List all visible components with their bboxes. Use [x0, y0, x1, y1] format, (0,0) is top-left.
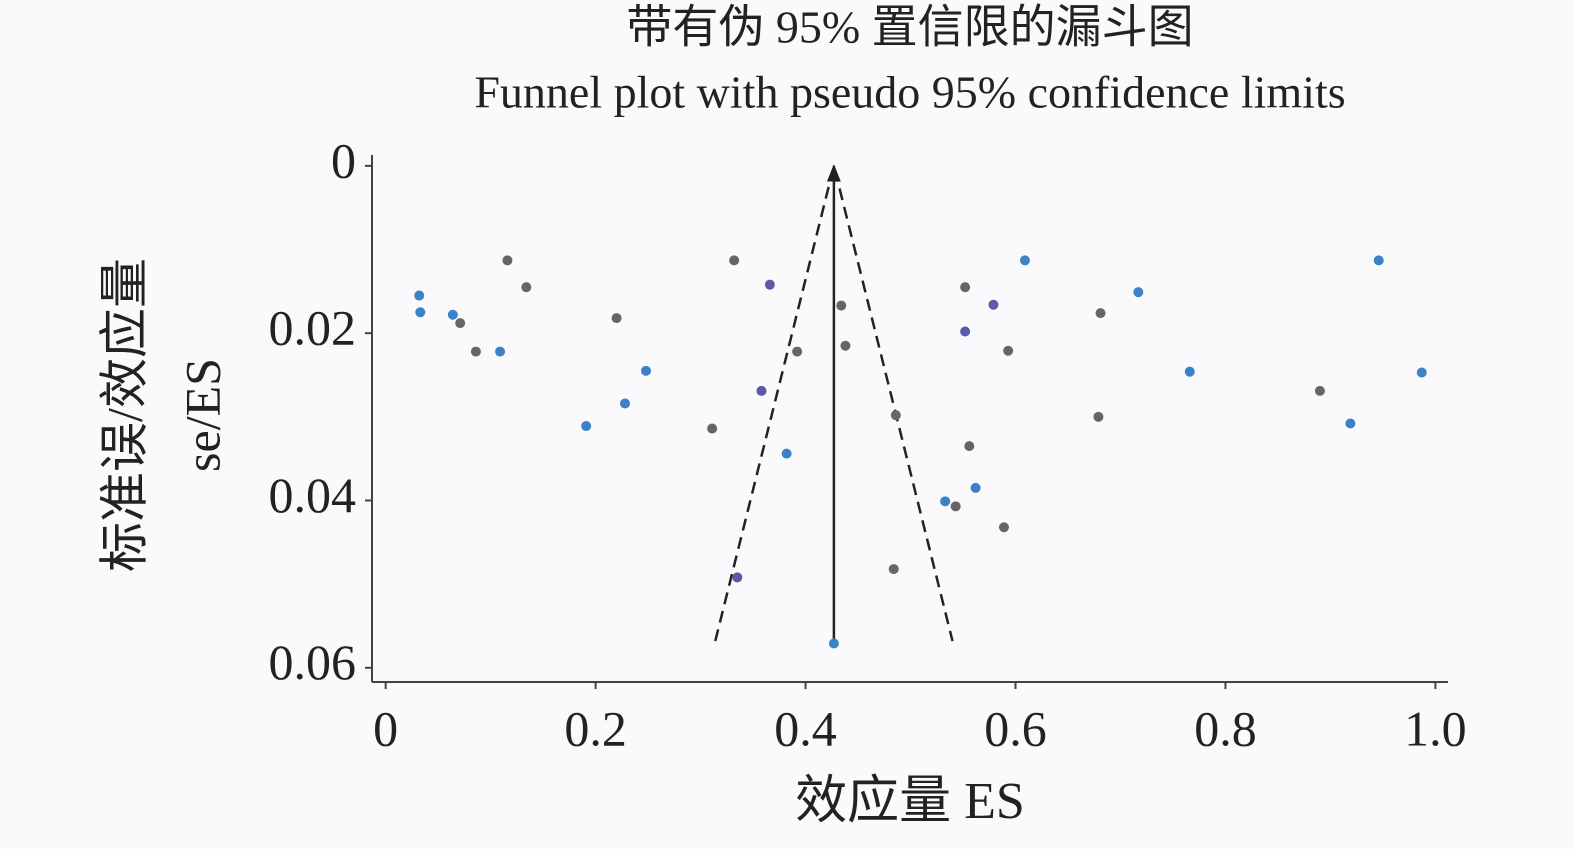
- point: [707, 423, 718, 434]
- x-tick-label: 0.8: [1194, 700, 1257, 756]
- point: [792, 346, 803, 357]
- point: [1314, 385, 1325, 396]
- x-axis-label: 效应量 ES: [795, 773, 1025, 830]
- point: [836, 300, 847, 311]
- point: [828, 638, 839, 649]
- chart-subtitle: Funnel plot with pseudo 95% confidence l…: [474, 67, 1345, 118]
- y-tick-label: 0: [331, 132, 356, 188]
- point: [890, 410, 901, 421]
- point: [415, 307, 426, 318]
- chart-title: 带有伪 95% 置信限的漏斗图: [626, 2, 1193, 53]
- y-axis-label: 标准误/效应量: [96, 258, 152, 572]
- point: [414, 290, 425, 301]
- point: [1133, 287, 1144, 298]
- point: [495, 346, 506, 357]
- point: [756, 385, 767, 396]
- point: [732, 572, 743, 583]
- point: [888, 564, 899, 575]
- funnel-line: [714, 165, 954, 642]
- point: [521, 282, 532, 293]
- x-tick-label: 0.4: [774, 700, 837, 756]
- point: [502, 255, 513, 266]
- point: [1003, 345, 1014, 356]
- point: [988, 299, 999, 310]
- y-tick-label: 0.04: [269, 467, 357, 523]
- point: [1093, 411, 1104, 422]
- point: [764, 279, 775, 290]
- point: [729, 255, 740, 266]
- y-tick-label: 0.06: [269, 634, 357, 690]
- point: [1019, 255, 1030, 266]
- point: [1345, 418, 1356, 429]
- point: [1416, 367, 1427, 378]
- point: [470, 346, 481, 357]
- point: [611, 313, 622, 324]
- point: [581, 421, 592, 432]
- x-tick-label: 1.0: [1404, 700, 1467, 756]
- x-tick-label: 0: [373, 700, 398, 756]
- point: [970, 482, 981, 493]
- point: [1373, 255, 1384, 266]
- point: [940, 496, 951, 507]
- point: [998, 522, 1009, 533]
- point: [964, 441, 975, 452]
- point: [619, 398, 630, 409]
- point: [960, 326, 971, 337]
- point: [840, 340, 851, 351]
- point: [640, 365, 651, 376]
- point: [455, 318, 466, 329]
- y-tick-label: 0.02: [269, 300, 357, 356]
- y-axis-label: se/ES: [174, 358, 230, 472]
- point: [960, 282, 971, 293]
- point: [1184, 366, 1195, 377]
- x-tick-label: 0.2: [564, 700, 627, 756]
- point: [1095, 308, 1106, 319]
- point: [950, 501, 961, 512]
- x-tick-label: 0.6: [984, 700, 1047, 756]
- point: [781, 448, 792, 459]
- point: [447, 309, 458, 320]
